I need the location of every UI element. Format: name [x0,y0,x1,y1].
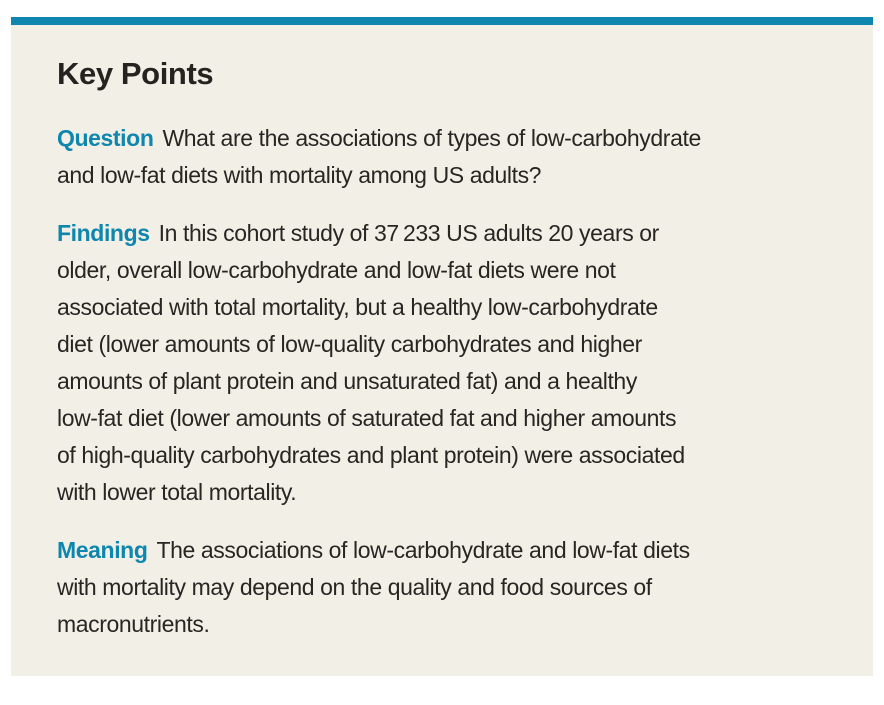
meaning-text: The associations of low-carbohydrate and… [57,537,690,637]
page: Key Points Question What are the associat… [0,17,884,676]
findings-text: In this cohort study of 37 233 US adults… [57,220,685,505]
question-section: Question What are the associations of typ… [57,120,847,194]
meaning-label: Meaning [57,537,148,563]
question-label: Question [57,125,154,151]
key-points-box: Key Points Question What are the associat… [11,17,873,676]
meaning-section: Meaning The associations of low-carbohydr… [57,532,847,643]
findings-label: Findings [57,220,150,246]
key-points-title: Key Points [57,56,214,91]
findings-section: Findings In this cohort study of 37 233 U… [57,215,847,511]
question-text: What are the associations of types of lo… [57,125,701,188]
